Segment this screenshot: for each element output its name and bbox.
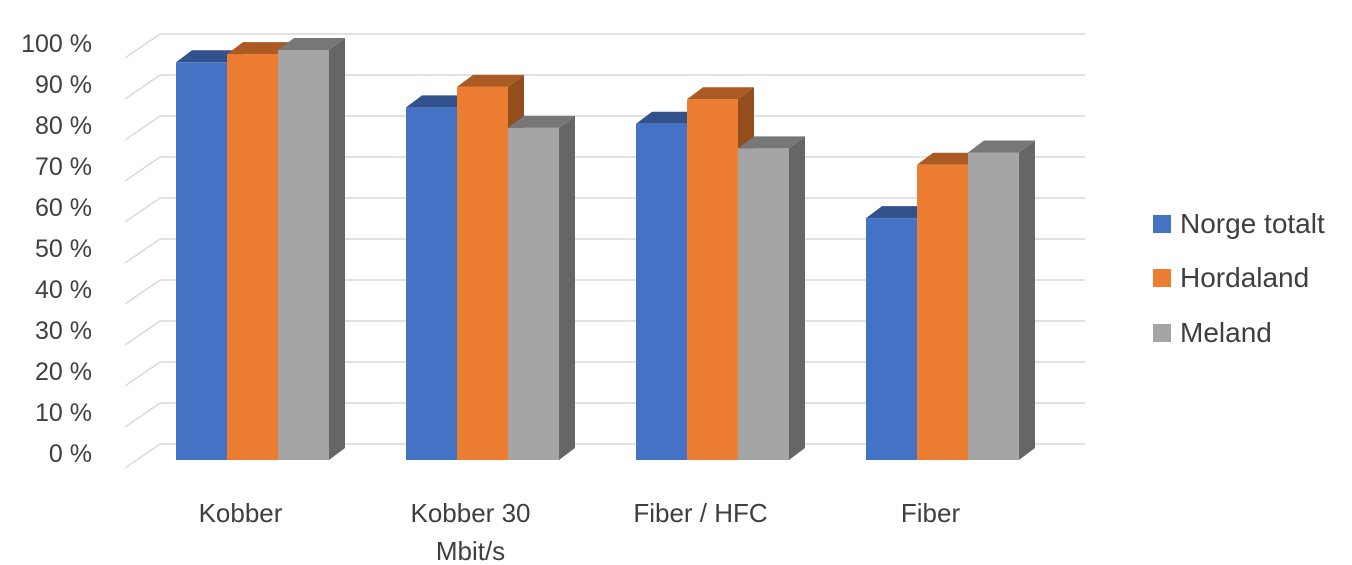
legend-entry: Meland <box>1180 317 1272 348</box>
bar-top <box>457 74 524 87</box>
bar <box>917 164 968 461</box>
x-tick-label: Kobber <box>199 498 283 528</box>
y-tick-label: 0 % <box>49 440 92 468</box>
bar-side <box>329 38 345 460</box>
gridline-depth <box>124 361 161 387</box>
legend-entry: Hordaland <box>1180 262 1309 293</box>
gridline-depth <box>124 74 161 100</box>
gridline-depth <box>124 115 161 141</box>
bar <box>738 148 789 460</box>
gridline-depth <box>124 197 161 223</box>
bar <box>636 123 687 461</box>
y-tick-label: 30 % <box>35 317 92 345</box>
gridline-depth <box>124 402 161 428</box>
bar <box>278 50 329 460</box>
y-tick-label: 90 % <box>35 71 92 99</box>
bar-top <box>917 152 984 165</box>
bar <box>508 127 559 461</box>
bar-top <box>278 38 345 50</box>
x-tick-label: Fiber / HFC <box>633 498 767 528</box>
gridline-depth <box>124 33 161 59</box>
bar <box>176 62 227 461</box>
y-tick-label: 10 % <box>35 399 92 427</box>
bar <box>227 54 278 460</box>
bar <box>406 107 457 461</box>
bar-top <box>508 115 575 128</box>
x-tick-label: Mbit/s <box>436 536 505 565</box>
gridline-depth <box>124 279 161 305</box>
bar-top <box>738 136 805 149</box>
bar <box>457 86 508 461</box>
x-tick-label: Fiber <box>901 498 961 528</box>
bar-side <box>789 136 805 460</box>
legend-swatch <box>1153 215 1171 233</box>
bar-top <box>866 206 933 219</box>
y-tick-label: 60 % <box>35 194 92 222</box>
gridline-depth <box>124 156 161 182</box>
bar-top <box>968 140 1035 153</box>
bar-top <box>636 111 703 124</box>
y-tick-label: 20 % <box>35 358 92 386</box>
legend-swatch <box>1153 269 1171 287</box>
gridline-depth <box>124 443 161 469</box>
bar-top <box>687 87 754 100</box>
y-tick-label: 100 % <box>21 30 92 58</box>
legend-entry: Norge totalt <box>1180 208 1325 239</box>
bar <box>866 218 917 460</box>
x-tick-label: Kobber 30 <box>411 498 531 528</box>
bar <box>968 152 1019 460</box>
gridline-depth <box>124 238 161 264</box>
bar-top <box>227 42 294 55</box>
bar-side <box>1019 140 1035 460</box>
y-tick-label: 70 % <box>35 153 92 181</box>
bar-top <box>406 95 473 108</box>
gridline-depth <box>124 320 161 346</box>
y-tick-label: 50 % <box>35 235 92 263</box>
y-tick-label: 40 % <box>35 276 92 304</box>
bar <box>687 99 738 460</box>
y-tick-label: 80 % <box>35 112 92 140</box>
bar-side <box>559 115 575 461</box>
bar-top <box>176 50 243 63</box>
legend-swatch <box>1153 324 1171 342</box>
